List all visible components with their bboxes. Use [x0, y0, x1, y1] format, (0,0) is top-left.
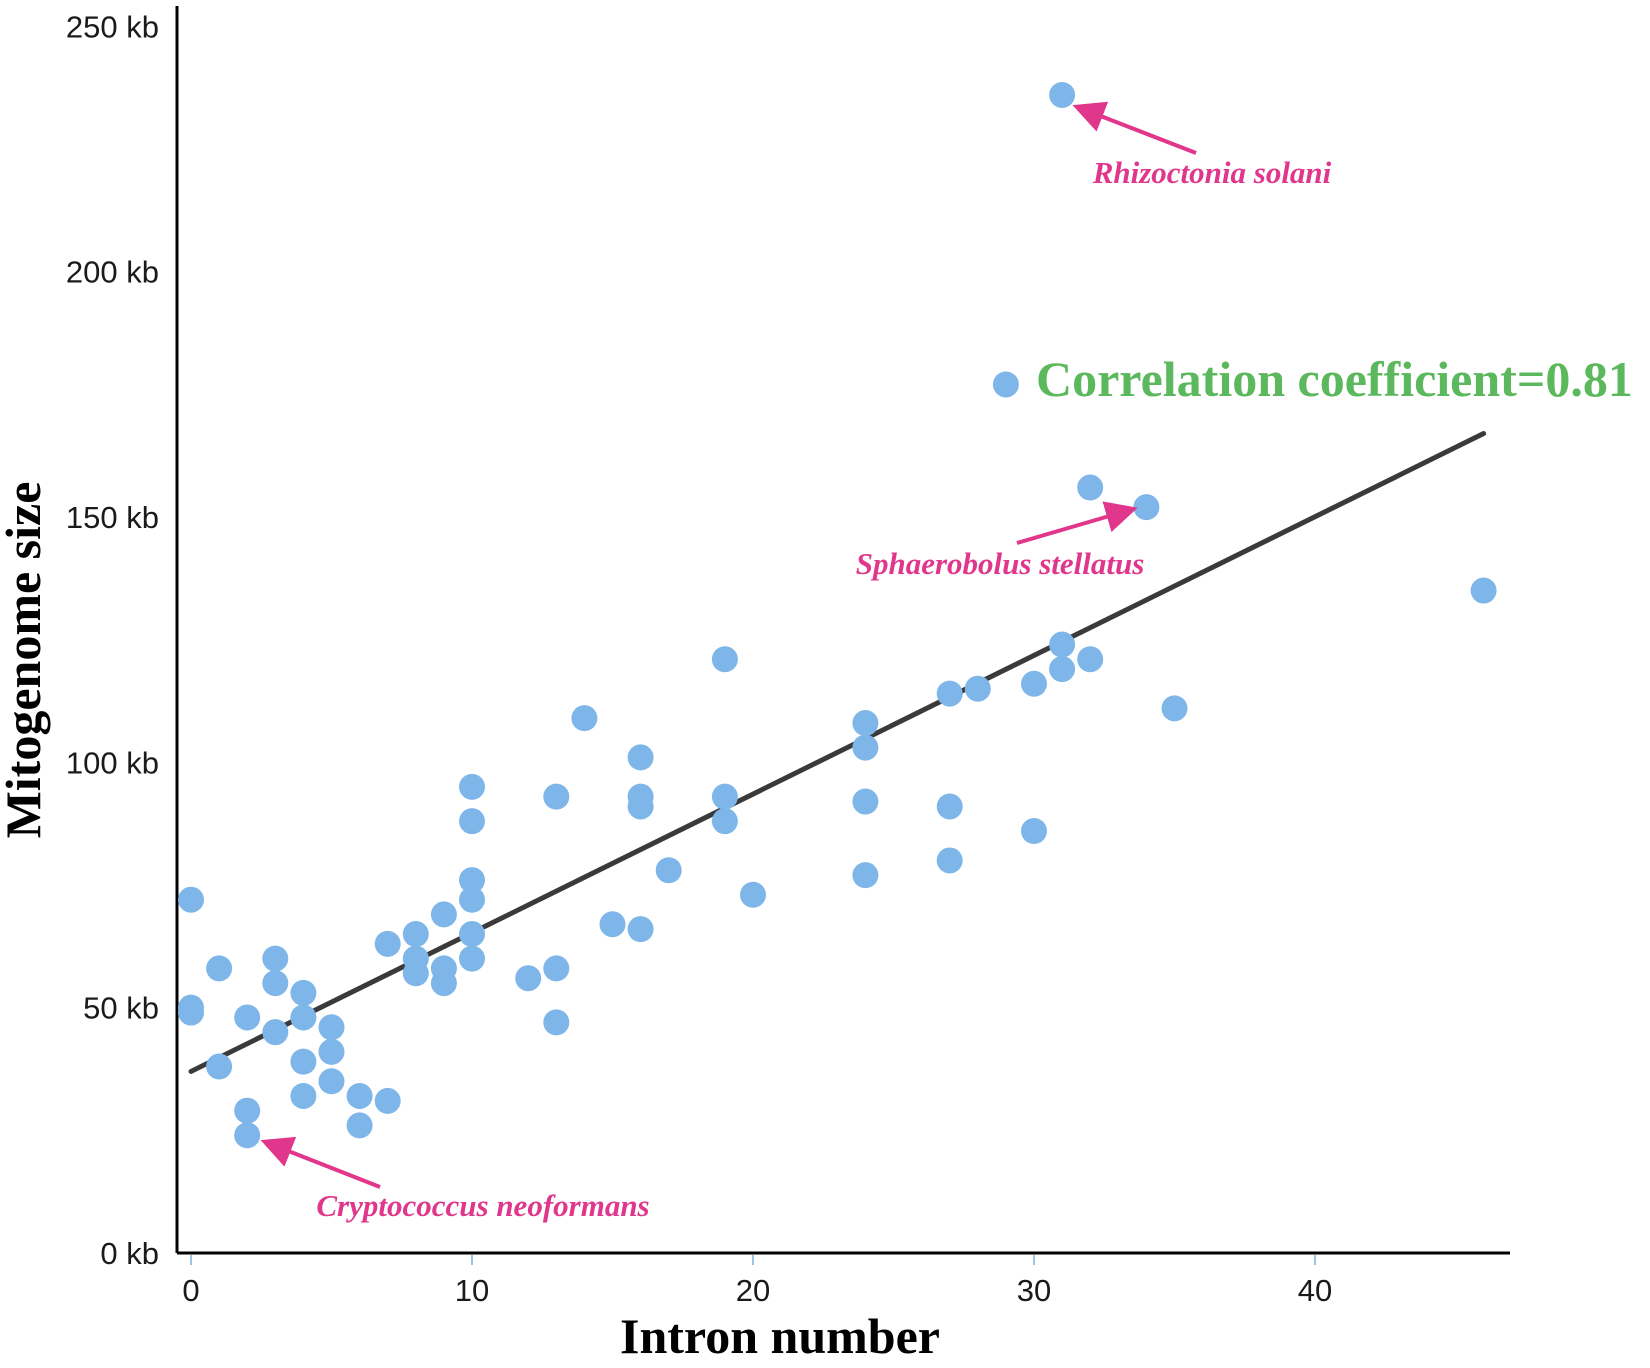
data-point	[318, 1038, 345, 1065]
data-point	[711, 783, 738, 810]
data-point	[543, 1009, 570, 1036]
data-point	[459, 921, 485, 948]
data-point	[234, 1004, 261, 1031]
data-point	[318, 1014, 345, 1041]
data-point	[1133, 494, 1160, 521]
data-point	[964, 675, 991, 702]
data-point	[402, 960, 429, 987]
data-point	[1021, 670, 1047, 697]
data-point	[740, 881, 766, 908]
data-point	[234, 1122, 261, 1149]
data-point	[290, 1048, 317, 1075]
data-point	[234, 1097, 261, 1124]
annotations: Rhizoctonia solani Sphaerobolus stellatus…	[260, 101, 1332, 1223]
data-point	[627, 744, 654, 771]
data-point	[346, 1112, 373, 1139]
data-point	[1077, 474, 1104, 501]
data-point	[262, 970, 289, 997]
data-point	[318, 1068, 345, 1095]
species-annotation-label: Cryptococcus neoformans	[316, 1188, 649, 1223]
correlation-label: Correlation coefficient=0.81	[1036, 351, 1633, 407]
data-point	[992, 371, 1019, 398]
trendline-layer	[188, 431, 1487, 1074]
y-tick-label: 250 kb	[66, 9, 159, 44]
data-point	[711, 808, 738, 835]
data-point	[1470, 577, 1497, 604]
data-point	[852, 734, 879, 761]
data-point	[459, 945, 485, 972]
data-point	[852, 710, 879, 737]
data-point	[459, 867, 485, 894]
data-point	[430, 901, 457, 928]
data-point	[374, 1087, 401, 1114]
data-point	[459, 773, 485, 800]
data-point	[290, 1082, 317, 1109]
data-point	[1021, 817, 1047, 844]
data-point	[1077, 646, 1104, 673]
data-point	[262, 1019, 289, 1046]
data-point	[852, 788, 879, 815]
y-tick-label: 150 kb	[66, 500, 159, 535]
data-point	[543, 783, 570, 810]
annotation-arrow	[1072, 101, 1197, 155]
data-point	[459, 808, 485, 835]
data-point	[290, 1004, 317, 1031]
data-point	[599, 911, 626, 938]
data-point	[178, 999, 204, 1026]
data-point	[627, 793, 654, 820]
x-tick-label: 0	[182, 1273, 199, 1308]
y-tick-label: 100 kb	[66, 745, 159, 780]
y-tick-label: 50 kb	[83, 991, 159, 1026]
x-tick-label: 20	[736, 1273, 770, 1308]
y-axis-title: Mitogenome size	[0, 482, 51, 839]
axes: 0 10 20 30 40 0 kb 50 kb 100 kb 150 kb 200 kb 250 …	[66, 6, 1510, 1308]
data-point	[1049, 81, 1076, 108]
x-axis-title: Intron number	[620, 1308, 940, 1364]
x-tick-label: 30	[1017, 1273, 1051, 1308]
trend-line	[188, 431, 1487, 1074]
data-point	[459, 886, 485, 913]
data-point	[1049, 656, 1076, 683]
species-annotation-label: Sphaerobolus stellatus	[856, 546, 1145, 581]
data-point	[515, 965, 542, 992]
data-point	[178, 886, 204, 913]
data-point	[936, 847, 963, 874]
annotation-arrow	[260, 1136, 381, 1189]
data-point	[571, 705, 598, 732]
data-point	[290, 979, 317, 1006]
data-point	[852, 862, 879, 889]
data-point	[346, 1082, 373, 1109]
data-point	[936, 680, 963, 707]
data-point	[374, 930, 401, 957]
data-point	[711, 646, 738, 673]
data-point	[206, 955, 233, 982]
data-point	[936, 793, 963, 820]
y-tick-label: 0 kb	[100, 1236, 159, 1271]
data-point	[402, 921, 429, 948]
x-tick-label: 10	[455, 1273, 489, 1308]
y-tick-label: 200 kb	[66, 255, 159, 290]
data-point	[262, 945, 289, 972]
data-point	[543, 955, 570, 982]
data-point	[655, 857, 682, 884]
data-point	[430, 970, 457, 997]
data-point	[1049, 631, 1076, 658]
data-point	[1161, 695, 1188, 722]
data-points	[178, 81, 1497, 1149]
data-point	[627, 916, 654, 943]
species-annotation-label: Rhizoctonia solani	[1092, 155, 1332, 190]
annotation-arrow	[1016, 501, 1138, 545]
x-tick-label: 40	[1298, 1273, 1332, 1308]
data-point	[206, 1053, 233, 1080]
